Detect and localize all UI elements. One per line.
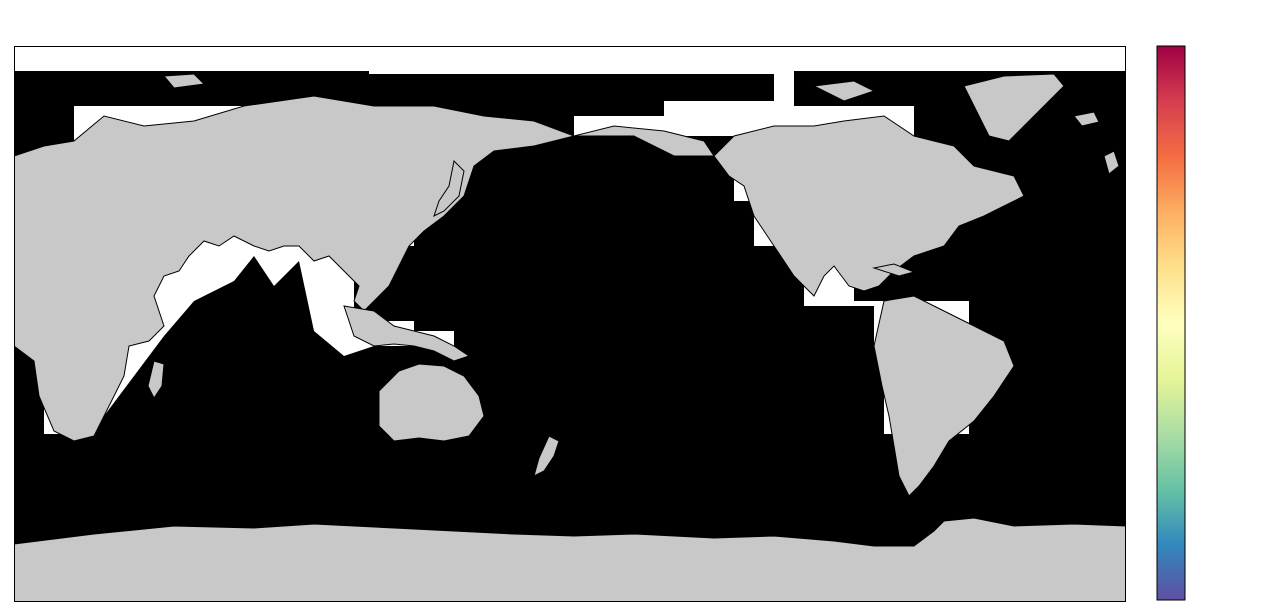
map-frame [14, 46, 1126, 602]
biome-7-ext [874, 434, 884, 476]
antarctica-land [14, 517, 1126, 602]
land-layer [14, 73, 1126, 602]
arctic-islands-land [812, 80, 876, 102]
biome-9-west-region [14, 91, 74, 156]
iceland-land [1073, 111, 1100, 127]
biome-16-step-region [14, 466, 1126, 486]
colorbar-gradient [1156, 45, 1186, 601]
japan-land [433, 159, 465, 217]
biome-8-west-region [14, 71, 369, 106]
eurasia-africa-land [14, 95, 715, 442]
svalbard-land [162, 73, 206, 89]
south-america-land [873, 295, 1015, 497]
north-america-land [713, 115, 1025, 297]
biome-7-region [374, 346, 884, 434]
caribbean-land [872, 263, 916, 277]
biome-3-region [414, 201, 754, 246]
new-zealand-land [533, 435, 560, 477]
australia-land [378, 363, 485, 442]
biome-14-region [14, 256, 374, 436]
maritime-continent-land [343, 305, 471, 362]
greenland-land [963, 73, 1065, 142]
biome-2-region [454, 136, 734, 201]
uk-land [1103, 150, 1120, 175]
colorbar [1156, 45, 1186, 601]
biome-4-region [354, 246, 804, 321]
biome-15-region [14, 434, 1126, 470]
madagascar-land [147, 360, 165, 399]
biome-map [14, 46, 1126, 602]
